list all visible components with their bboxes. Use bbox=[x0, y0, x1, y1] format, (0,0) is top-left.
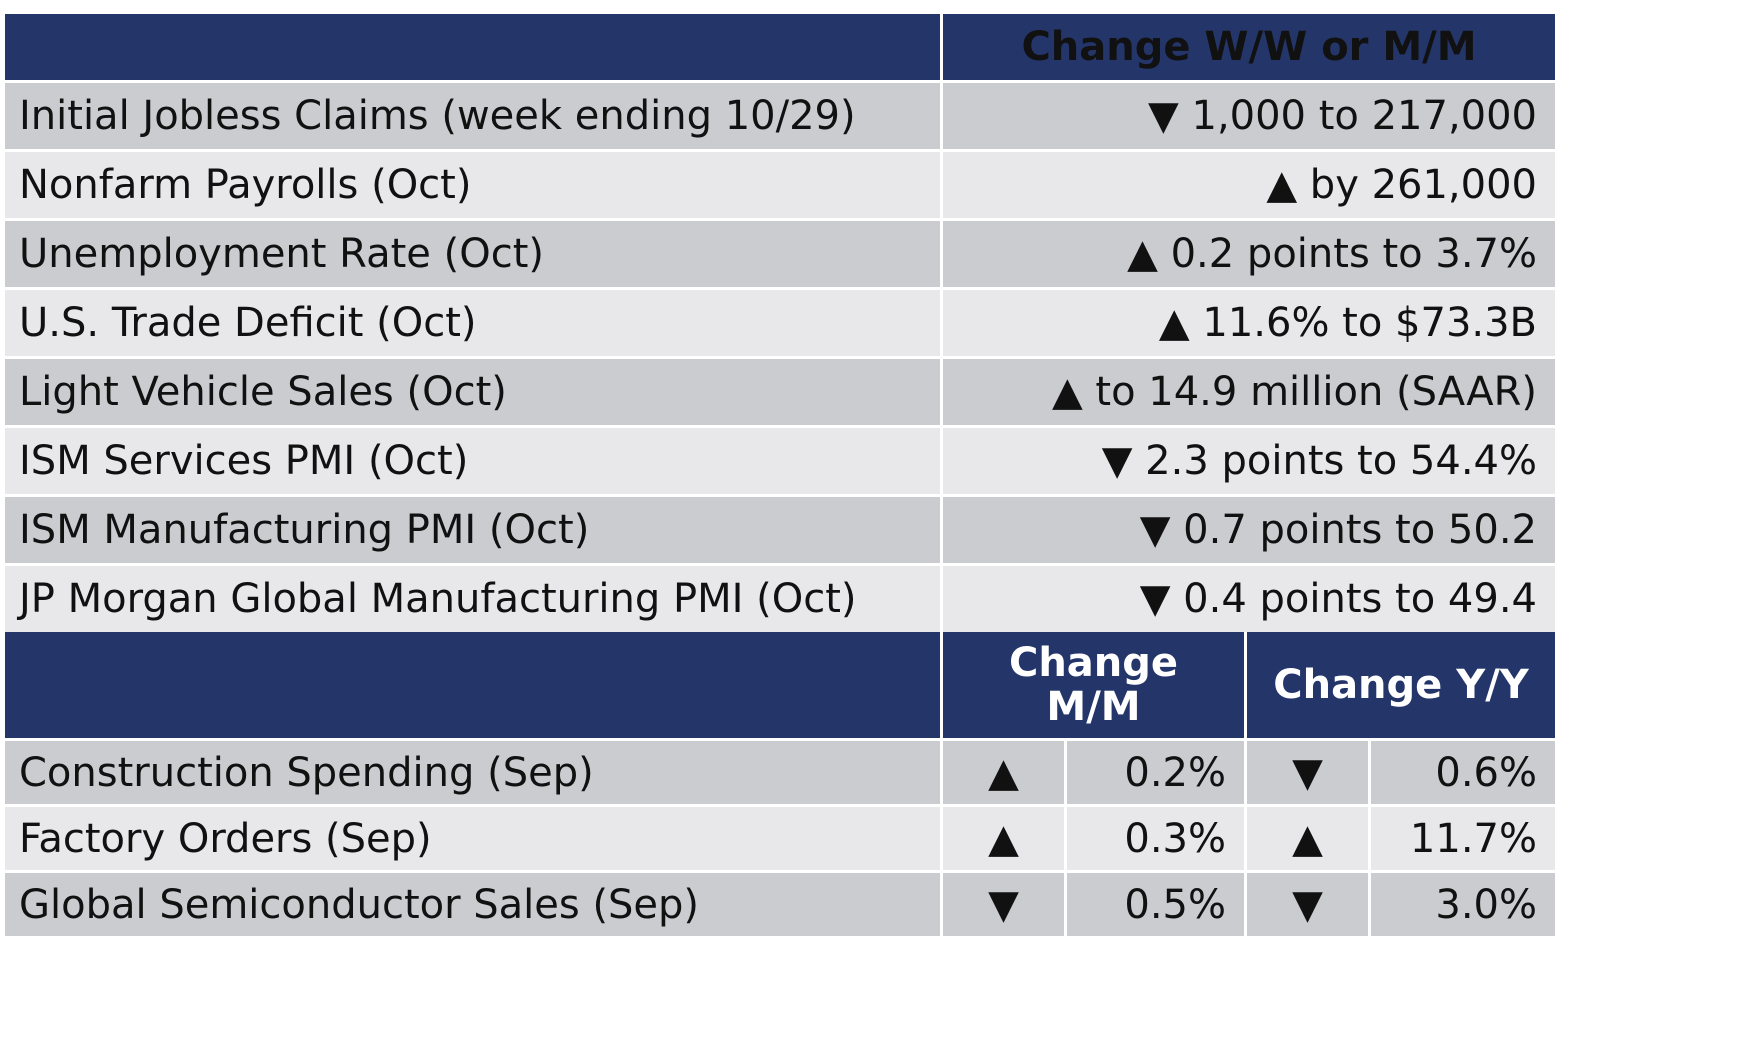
mm-value: 0.5% bbox=[1067, 873, 1247, 936]
row-label: ISM Services PMI (Oct) bbox=[5, 428, 943, 494]
table-row: ISM Manufacturing PMI (Oct) ▼ 0.7 points… bbox=[5, 494, 1555, 563]
row-label: Construction Spending (Sep) bbox=[5, 741, 943, 804]
mm-arrow: ▲ bbox=[943, 741, 1067, 804]
table-header-monthly: Change M/M Change Y/Y bbox=[5, 632, 1555, 738]
row-label: JP Morgan Global Manufacturing PMI (Oct) bbox=[5, 566, 943, 632]
row-label: Initial Jobless Claims (week ending 10/2… bbox=[5, 83, 943, 149]
table-row: U.S. Trade Deficit (Oct) ▲ 11.6% to $73.… bbox=[5, 287, 1555, 356]
row-value: ▼ 1,000 to 217,000 bbox=[943, 83, 1555, 149]
header-change-yy: Change Y/Y bbox=[1247, 632, 1555, 738]
row-label: ISM Manufacturing PMI (Oct) bbox=[5, 497, 943, 563]
row-value: ▼ 0.4 points to 49.4 bbox=[943, 566, 1555, 632]
row-value: ▲ to 14.9 million (SAAR) bbox=[943, 359, 1555, 425]
table-header-weekly: Change W/W or M/M bbox=[5, 14, 1555, 80]
row-value: ▲ 11.6% to $73.3B bbox=[943, 290, 1555, 356]
mm-arrow: ▼ bbox=[943, 873, 1067, 936]
table-row: Factory Orders (Sep) ▲ 0.3% ▲ 11.7% bbox=[5, 804, 1555, 870]
table-row: ISM Services PMI (Oct) ▼ 2.3 points to 5… bbox=[5, 425, 1555, 494]
economic-indicators-table: Change W/W or M/M Initial Jobless Claims… bbox=[5, 14, 1555, 936]
row-label: Light Vehicle Sales (Oct) bbox=[5, 359, 943, 425]
row-value: ▲ 0.2 points to 3.7% bbox=[943, 221, 1555, 287]
row-value: ▲ by 261,000 bbox=[943, 152, 1555, 218]
header-change-mm: Change M/M bbox=[943, 632, 1247, 738]
mm-value: 0.3% bbox=[1067, 807, 1247, 870]
header-blank-cell bbox=[5, 14, 943, 80]
row-value: ▼ 2.3 points to 54.4% bbox=[943, 428, 1555, 494]
yy-value: 0.6% bbox=[1371, 741, 1555, 804]
table-row: Initial Jobless Claims (week ending 10/2… bbox=[5, 80, 1555, 149]
header-blank-cell bbox=[5, 632, 943, 738]
table-row: Light Vehicle Sales (Oct) ▲ to 14.9 mill… bbox=[5, 356, 1555, 425]
row-label: U.S. Trade Deficit (Oct) bbox=[5, 290, 943, 356]
table-row: Global Semiconductor Sales (Sep) ▼ 0.5% … bbox=[5, 870, 1555, 936]
yy-value: 3.0% bbox=[1371, 873, 1555, 936]
row-value: ▼ 0.7 points to 50.2 bbox=[943, 497, 1555, 563]
table-row: JP Morgan Global Manufacturing PMI (Oct)… bbox=[5, 563, 1555, 632]
table-row: Unemployment Rate (Oct) ▲ 0.2 points to … bbox=[5, 218, 1555, 287]
row-label: Nonfarm Payrolls (Oct) bbox=[5, 152, 943, 218]
yy-arrow: ▲ bbox=[1247, 807, 1371, 870]
row-label: Factory Orders (Sep) bbox=[5, 807, 943, 870]
header-change-mm-line2: M/M bbox=[1046, 684, 1141, 730]
yy-arrow: ▼ bbox=[1247, 741, 1371, 804]
row-label: Global Semiconductor Sales (Sep) bbox=[5, 873, 943, 936]
row-label: Unemployment Rate (Oct) bbox=[5, 221, 943, 287]
yy-arrow: ▼ bbox=[1247, 873, 1371, 936]
header-change-ww-mm: Change W/W or M/M bbox=[943, 14, 1555, 80]
header-change-mm-line1: Change bbox=[1008, 640, 1179, 686]
mm-value: 0.2% bbox=[1067, 741, 1247, 804]
mm-arrow: ▲ bbox=[943, 807, 1067, 870]
table-row: Construction Spending (Sep) ▲ 0.2% ▼ 0.6… bbox=[5, 738, 1555, 804]
yy-value: 11.7% bbox=[1371, 807, 1555, 870]
table-row: Nonfarm Payrolls (Oct) ▲ by 261,000 bbox=[5, 149, 1555, 218]
